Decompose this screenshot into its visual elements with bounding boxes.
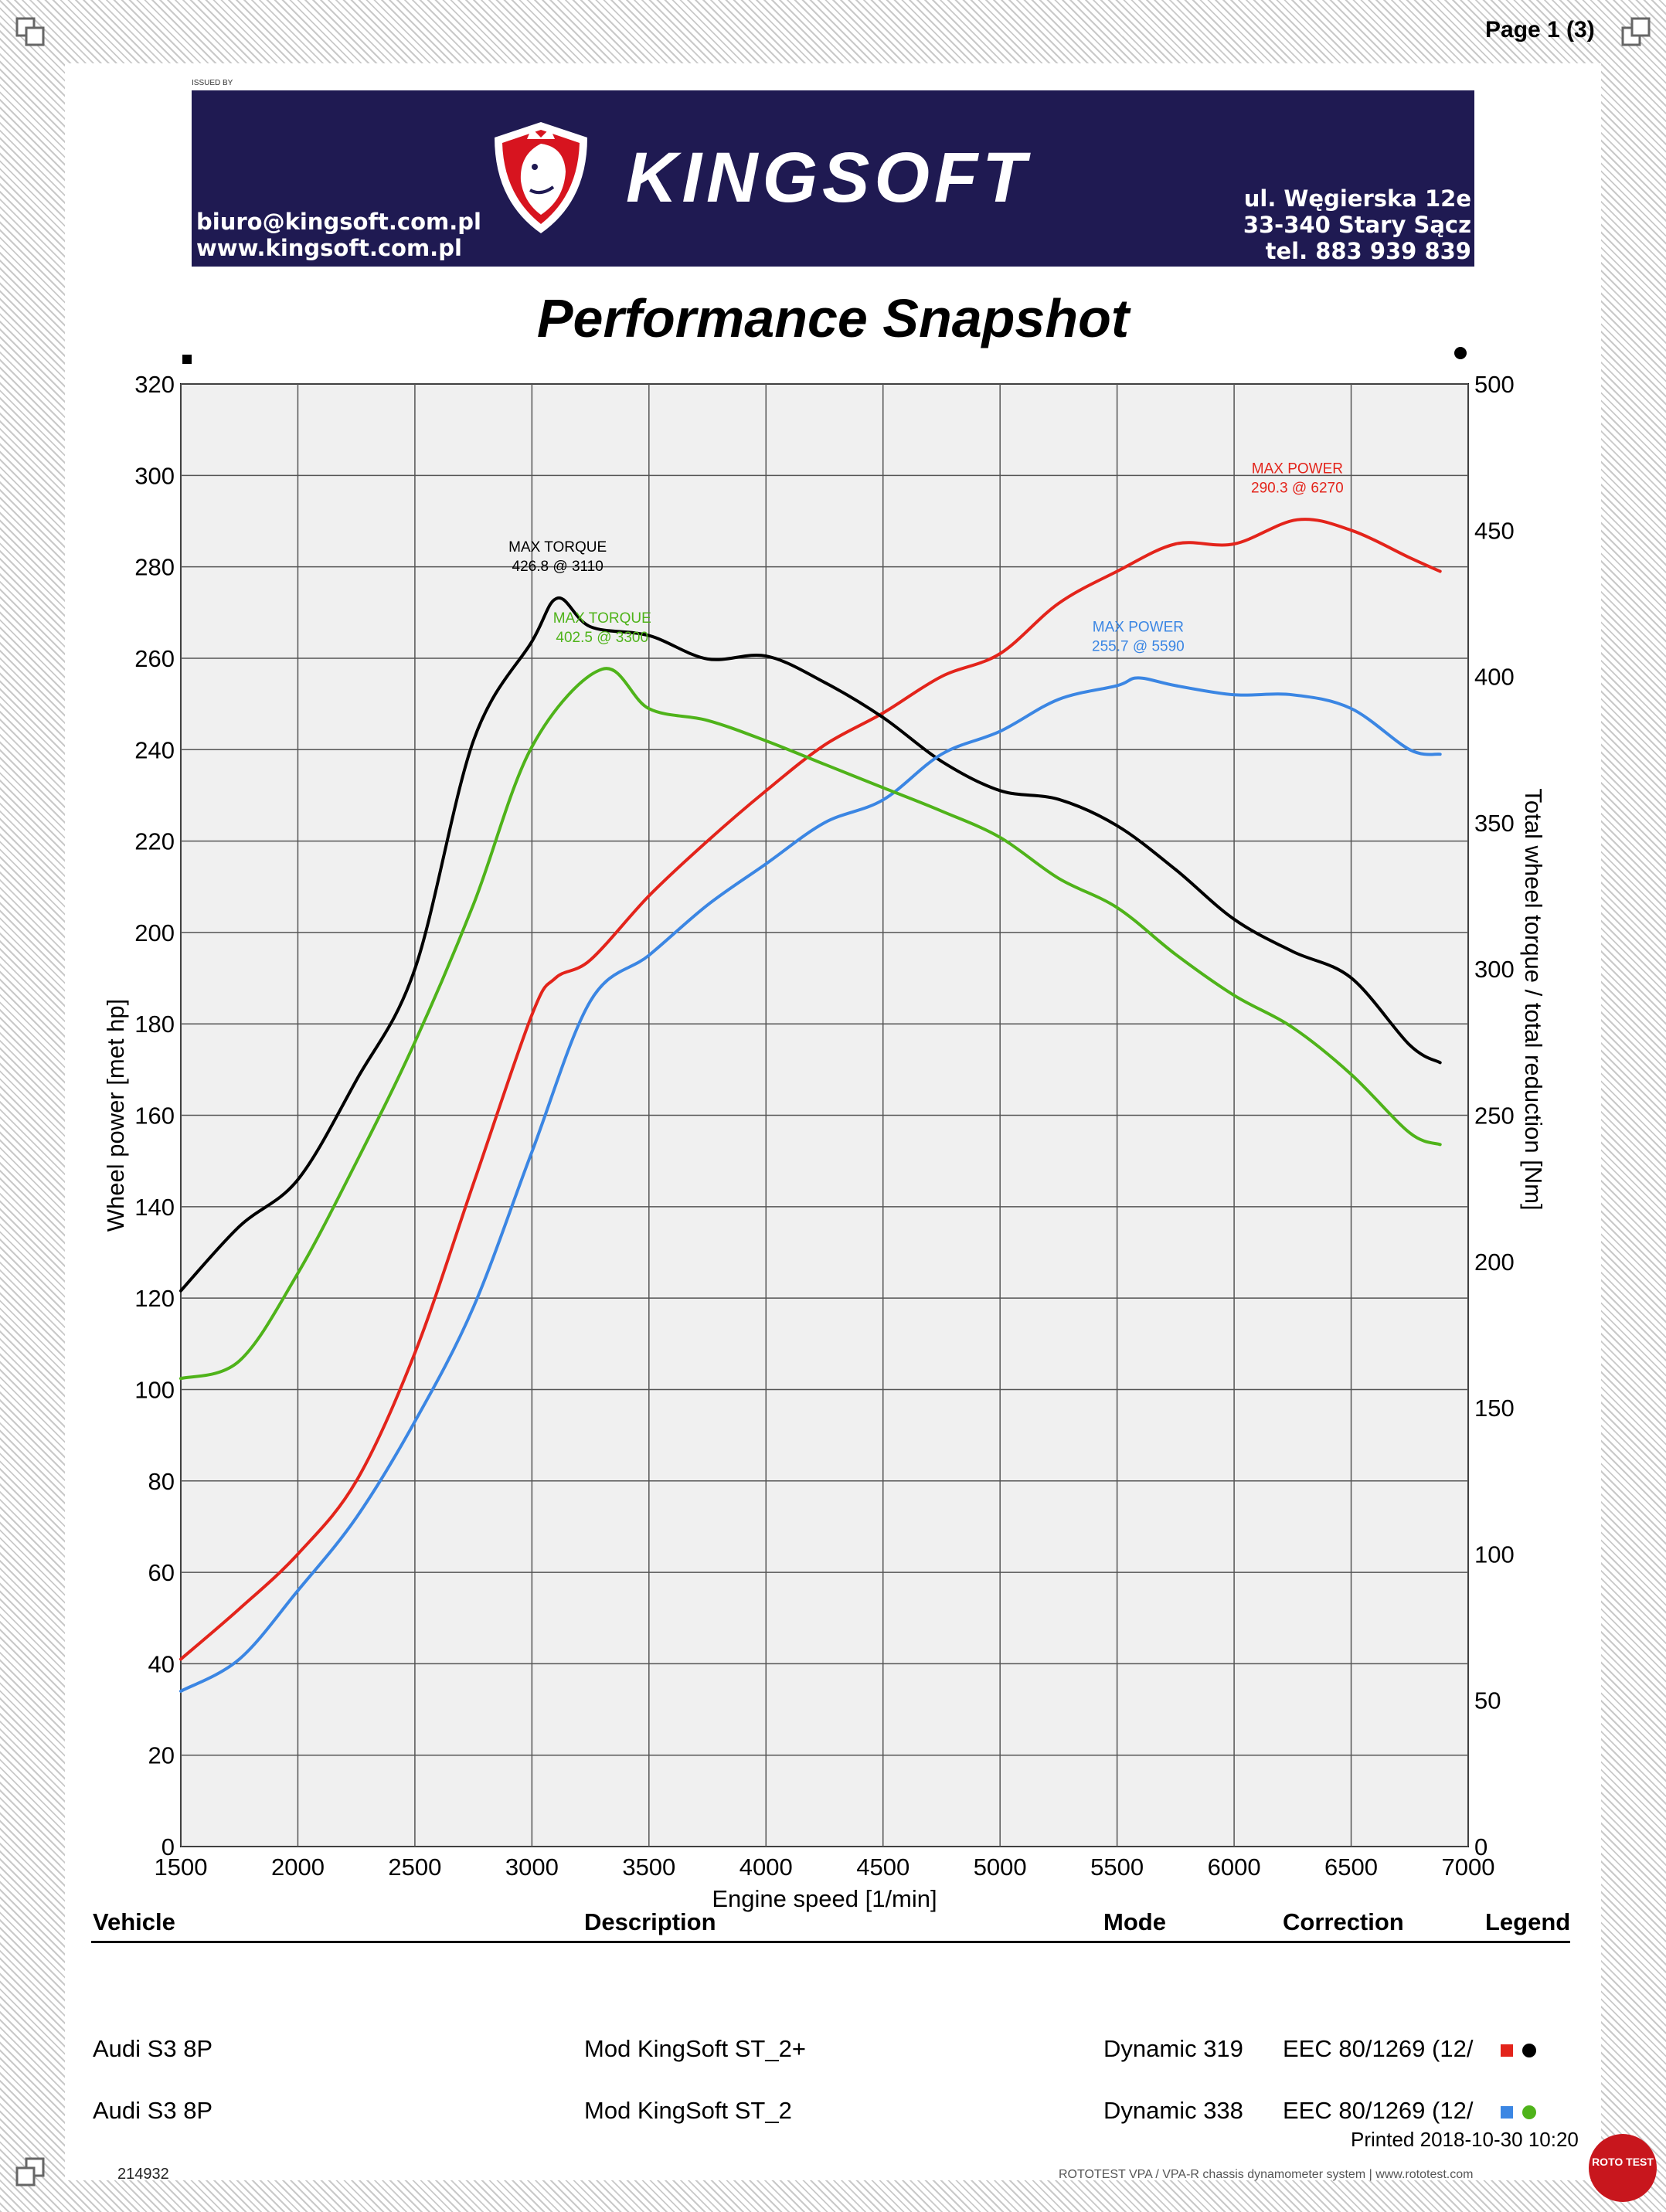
- y-left-tick-label: 80: [148, 1468, 175, 1495]
- x-tick-label: 3500: [622, 1854, 675, 1881]
- contact-email[interactable]: biuro@kingsoft.com.pl: [196, 209, 481, 235]
- y-left-tick-label: 240: [134, 736, 175, 763]
- kingsoft-banner: [192, 90, 1474, 267]
- issued-by-label: ISSUED BY: [192, 79, 233, 87]
- annotation-value: 255.7 @ 5590: [1092, 638, 1185, 654]
- x-tick-label: 7000: [1442, 1854, 1495, 1881]
- window-restore-icon[interactable]: [14, 15, 48, 49]
- y-left-tick-label: 200: [134, 919, 175, 946]
- x-axis-label: Engine speed [1/min]: [712, 1885, 937, 1912]
- y-right-tick-label: 200: [1474, 1249, 1515, 1276]
- row-1-description: Mod KingSoft ST_2+: [584, 2035, 806, 2062]
- y-left-tick-label: 140: [134, 1194, 175, 1221]
- legend-torque-swatch: [1522, 2105, 1536, 2119]
- annotation-label: MAX TORQUE: [553, 610, 651, 627]
- address-line-1: ul. Węgierska 12e: [1243, 185, 1471, 212]
- kingsoft-lion-shield-logo: [495, 122, 587, 233]
- x-tick-label: 2000: [271, 1854, 325, 1881]
- y-right-tick-label: 0: [1474, 1833, 1488, 1860]
- footer-credit: ROTOTEST VPA / VPA-R chassis dynamometer…: [1059, 2168, 1474, 2181]
- x-tick-label: 6000: [1208, 1854, 1261, 1881]
- x-tick-label: 1500: [155, 1854, 208, 1881]
- x-tick-label: 2500: [388, 1854, 441, 1881]
- banner-contact: biuro@kingsoft.com.pl www.kingsoft.com.p…: [196, 209, 481, 261]
- address-line-2: 33-340 Stary Sącz: [1243, 212, 1471, 238]
- annotation-label: MAX POWER: [1252, 461, 1343, 477]
- y-left-tick-label: 40: [148, 1650, 175, 1677]
- row-2-mode: Dynamic 338: [1103, 2097, 1243, 2124]
- x-tick-label: 6500: [1324, 1854, 1378, 1881]
- y-right-tick-label: 300: [1474, 956, 1515, 983]
- y-left-tick-label: 180: [134, 1011, 175, 1038]
- report-id: 214932: [117, 2166, 169, 2183]
- contact-website[interactable]: www.kingsoft.com.pl: [196, 235, 462, 261]
- left-axis-marker-square: [182, 355, 192, 364]
- y-right-tick-label: 350: [1474, 810, 1515, 837]
- y-left-tick-label: 160: [134, 1103, 175, 1130]
- x-tick-label: 3000: [505, 1854, 559, 1881]
- y-left-tick-label: 0: [162, 1833, 175, 1860]
- printed-timestamp: Printed 2018-10-30 10:20: [1351, 2128, 1579, 2151]
- annotation-label: MAX TORQUE: [508, 539, 607, 556]
- y-left-tick-label: 20: [148, 1742, 175, 1769]
- y-right-tick-label: 50: [1474, 1687, 1501, 1714]
- annotation-value: 402.5 @ 3300: [556, 630, 648, 646]
- col-header-legend: Legend: [1485, 1908, 1571, 1935]
- series-line-1: [179, 518, 1442, 1661]
- rototest-logo: ROTO TEST: [1589, 2134, 1657, 2202]
- y-right-tick-label: 500: [1474, 371, 1515, 398]
- col-header-vehicle: Vehicle: [93, 1908, 175, 1935]
- table-header-divider: [91, 1941, 1570, 1943]
- report-title: Performance Snapshot: [536, 288, 1130, 348]
- row-2-vehicle: Audi S3 8P: [93, 2097, 213, 2124]
- x-tick-label: 5000: [974, 1854, 1027, 1881]
- banner-address: ul. Węgierska 12e 33-340 Stary Sącz tel.…: [1243, 185, 1471, 264]
- col-header-correction: Correction: [1283, 1908, 1404, 1935]
- legend-power-swatch: [1501, 2106, 1513, 2119]
- series-line-2: [179, 596, 1442, 1293]
- row-2-correction: EEC 80/1269 (12/: [1283, 2097, 1474, 2124]
- legend-power-swatch: [1501, 2044, 1513, 2057]
- y-left-tick-label: 60: [148, 1559, 175, 1586]
- series-line-3: [179, 676, 1442, 1693]
- window-restore-icon[interactable]: [1620, 15, 1654, 49]
- x-tick-label: 4000: [740, 1854, 793, 1881]
- page-indicator: Page 1 (3): [1485, 17, 1595, 42]
- y-left-tick-label: 120: [134, 1285, 175, 1312]
- window-restore-icon[interactable]: [14, 2156, 48, 2190]
- brand-name: KINGSOFT: [626, 138, 1031, 217]
- report-footer: [65, 2149, 1601, 2180]
- x-tick-label: 4500: [856, 1854, 910, 1881]
- row-1-mode: Dynamic 319: [1103, 2035, 1243, 2062]
- y-right-axis-label: Total wheel torque / total reduction [Nm…: [1520, 788, 1547, 1210]
- y-right-tick-label: 150: [1474, 1395, 1515, 1422]
- annotation-label: MAX POWER: [1093, 619, 1184, 635]
- y-left-tick-label: 220: [134, 828, 175, 855]
- legend-torque-swatch: [1522, 2044, 1536, 2057]
- series-line-4: [179, 667, 1442, 1381]
- x-tick-label: 5500: [1090, 1854, 1144, 1881]
- annotation-value: 290.3 @ 6270: [1251, 481, 1344, 497]
- y-left-tick-label: 260: [134, 645, 175, 672]
- row-1-correction: EEC 80/1269 (12/: [1283, 2035, 1474, 2062]
- y-left-tick-label: 100: [134, 1376, 175, 1403]
- y-right-tick-label: 400: [1474, 664, 1515, 691]
- annotation-value: 426.8 @ 3110: [512, 559, 604, 575]
- y-left-tick-label: 280: [134, 554, 175, 581]
- col-header-mode: Mode: [1103, 1908, 1166, 1935]
- y-right-tick-label: 450: [1474, 517, 1515, 544]
- y-right-tick-label: 100: [1474, 1541, 1515, 1568]
- row-2-description: Mod KingSoft ST_2: [584, 2097, 792, 2124]
- y-left-axis-label: Wheel power [met hp]: [102, 999, 129, 1232]
- col-header-description: Description: [584, 1908, 716, 1935]
- contact-phone: tel. 883 939 839: [1265, 238, 1471, 264]
- y-left-tick-label: 320: [134, 371, 175, 398]
- row-1-vehicle: Audi S3 8P: [93, 2035, 213, 2062]
- right-axis-marker-dot: [1454, 347, 1467, 359]
- rototest-logo-text: ROTO TEST: [1592, 2156, 1654, 2168]
- y-left-tick-label: 300: [134, 462, 175, 489]
- y-right-tick-label: 250: [1474, 1103, 1515, 1130]
